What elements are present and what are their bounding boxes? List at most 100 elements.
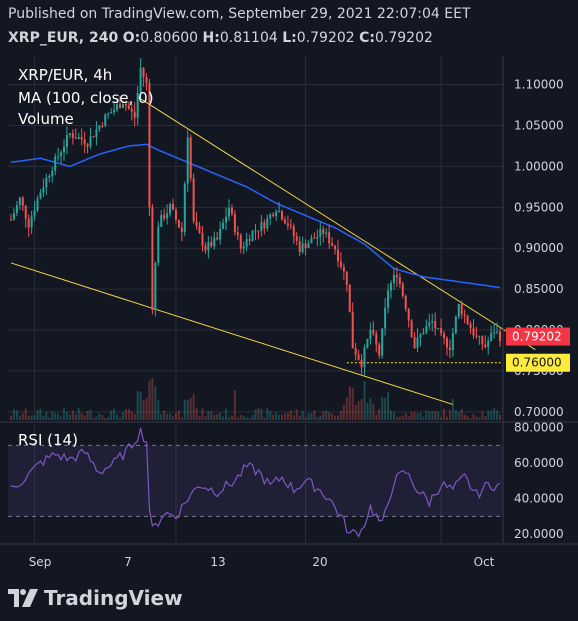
candle[interactable] [328,224,331,249]
candle[interactable] [248,234,251,246]
candle[interactable] [163,208,166,221]
candle[interactable] [295,232,298,246]
candle[interactable] [472,319,475,339]
candle[interactable] [319,221,322,246]
candle[interactable] [451,327,454,357]
candle[interactable] [375,330,378,353]
candle[interactable] [260,214,263,237]
candle[interactable] [33,200,36,221]
candle[interactable] [369,322,372,345]
candle[interactable] [366,338,369,349]
candle[interactable] [118,95,121,109]
candle[interactable] [425,319,428,335]
candle[interactable] [283,216,286,225]
candle[interactable] [307,240,310,249]
candle[interactable] [384,298,387,336]
candle[interactable] [116,98,119,113]
candle[interactable] [230,204,233,217]
candle[interactable] [407,307,410,328]
candle[interactable] [225,207,228,231]
candle[interactable] [395,267,398,287]
candle[interactable] [272,212,275,218]
candle[interactable] [204,242,207,254]
candle[interactable] [219,221,222,245]
candle[interactable] [216,231,219,241]
brand[interactable]: TradingView [8,586,183,610]
candle[interactable] [242,241,245,255]
candle[interactable] [192,173,195,224]
candle[interactable] [401,281,404,299]
candle[interactable] [222,218,225,230]
candle[interactable] [316,229,319,247]
candle[interactable] [313,232,316,239]
candle[interactable] [227,199,230,222]
candle[interactable] [104,113,107,128]
candle[interactable] [269,213,272,226]
candle[interactable] [354,342,357,361]
candle[interactable] [372,321,375,336]
candle[interactable] [404,294,407,312]
candle[interactable] [434,312,437,336]
trendlines[interactable] [10,96,536,405]
candle[interactable] [475,326,478,339]
candle[interactable] [281,209,284,222]
candle[interactable] [481,335,484,351]
candle[interactable] [74,128,77,139]
candle[interactable] [487,336,490,355]
candle[interactable] [263,219,266,235]
candle[interactable] [325,228,328,238]
candle[interactable] [54,153,57,176]
candle[interactable] [469,321,472,335]
candle[interactable] [463,309,466,324]
candle[interactable] [174,207,177,224]
candle[interactable] [457,303,460,319]
candle[interactable] [392,267,395,290]
candle[interactable] [357,349,360,361]
candle[interactable] [45,173,48,195]
candle[interactable] [310,234,313,244]
candle[interactable] [351,302,354,349]
candle[interactable] [210,236,213,248]
candle[interactable] [484,335,487,349]
candle[interactable] [130,103,133,121]
candle[interactable] [71,129,74,145]
candle[interactable] [298,236,301,257]
candle[interactable] [151,203,154,315]
candle[interactable] [496,322,499,335]
candle[interactable] [36,195,39,213]
candle[interactable] [419,332,422,347]
candle[interactable] [381,328,384,359]
candle[interactable] [490,325,493,342]
candle[interactable] [98,125,101,132]
candle[interactable] [289,218,292,230]
trendline[interactable] [10,262,454,405]
candle[interactable] [107,112,110,119]
candle[interactable] [160,210,163,227]
candle[interactable] [213,231,216,250]
candle[interactable] [413,331,416,349]
candle[interactable] [334,244,337,255]
candle[interactable] [266,214,269,232]
candle[interactable] [236,226,239,241]
candle[interactable] [245,232,248,252]
candle[interactable] [322,225,325,243]
candle[interactable] [48,173,51,183]
candle[interactable] [207,235,210,259]
candle[interactable] [157,221,160,267]
candles[interactable] [10,58,501,377]
candle[interactable] [30,210,33,235]
candle[interactable] [499,328,501,347]
candle[interactable] [18,196,21,210]
candle[interactable] [466,314,469,326]
candle[interactable] [169,202,172,217]
candle[interactable] [124,100,127,111]
candle[interactable] [63,139,66,161]
candle[interactable] [437,327,440,330]
candle[interactable] [139,58,142,100]
candle[interactable] [201,225,204,252]
candle[interactable] [422,327,425,335]
candle[interactable] [172,198,175,211]
candle[interactable] [390,280,393,299]
candle[interactable] [445,336,448,356]
candle[interactable] [57,147,60,161]
